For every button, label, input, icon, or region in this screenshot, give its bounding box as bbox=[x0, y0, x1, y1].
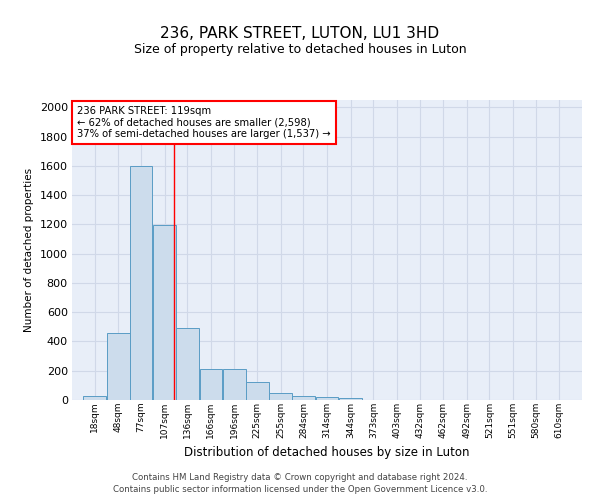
Bar bbox=[83, 396, 106, 400]
Bar bbox=[176, 328, 199, 400]
Text: 236 PARK STREET: 119sqm
← 62% of detached houses are smaller (2,598)
37% of semi: 236 PARK STREET: 119sqm ← 62% of detache… bbox=[77, 106, 331, 139]
Y-axis label: Number of detached properties: Number of detached properties bbox=[24, 168, 34, 332]
Text: Contains HM Land Registry data © Crown copyright and database right 2024.: Contains HM Land Registry data © Crown c… bbox=[132, 473, 468, 482]
Bar bbox=[223, 370, 246, 400]
Bar bbox=[130, 166, 152, 400]
Text: Contains public sector information licensed under the Open Government Licence v3: Contains public sector information licen… bbox=[113, 486, 487, 494]
Bar bbox=[199, 370, 222, 400]
X-axis label: Distribution of detached houses by size in Luton: Distribution of detached houses by size … bbox=[184, 446, 470, 459]
Bar bbox=[269, 394, 292, 400]
Bar bbox=[316, 397, 338, 400]
Bar bbox=[292, 396, 315, 400]
Bar bbox=[107, 332, 130, 400]
Bar bbox=[339, 398, 362, 400]
Bar bbox=[153, 225, 176, 400]
Text: Size of property relative to detached houses in Luton: Size of property relative to detached ho… bbox=[134, 42, 466, 56]
Bar bbox=[246, 382, 269, 400]
Text: 236, PARK STREET, LUTON, LU1 3HD: 236, PARK STREET, LUTON, LU1 3HD bbox=[160, 26, 440, 40]
